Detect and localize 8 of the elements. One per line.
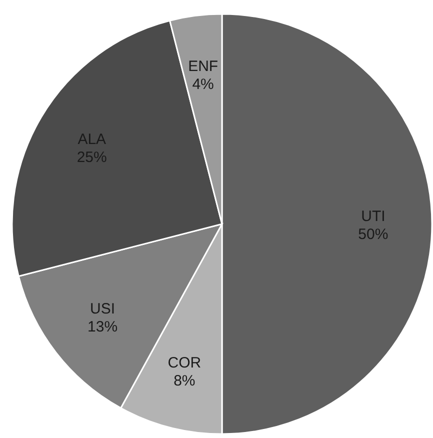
slice-label: USI <box>90 300 116 318</box>
data-label: 4% <box>192 76 214 93</box>
data-label: 50% <box>358 226 388 243</box>
slice-label: UTI <box>361 208 386 225</box>
slice-label: COR <box>168 354 202 372</box>
data-label: 8% <box>174 372 196 390</box>
slice-label: ENF <box>188 58 218 75</box>
data-label: 13% <box>88 318 118 336</box>
